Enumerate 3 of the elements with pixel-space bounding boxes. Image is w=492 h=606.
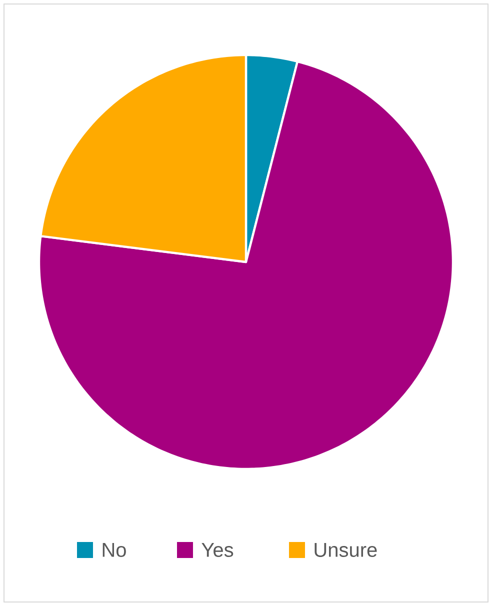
legend-label: Unsure [314,543,377,557]
legend-label: Yes [202,543,234,557]
legend-label: No [102,543,126,557]
